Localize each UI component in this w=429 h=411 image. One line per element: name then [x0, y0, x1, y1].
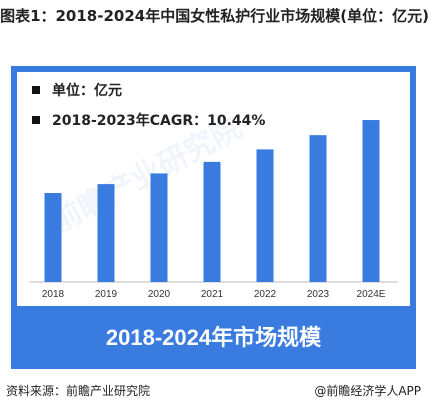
- legend-cagr-label: 2018-2023年CAGR：10.44%: [52, 113, 266, 129]
- bullet-square-icon: [32, 116, 40, 124]
- chart-title: 图表1：2018-2024年中国女性私护行业市场规模(单位：亿元): [0, 7, 429, 25]
- legend-unit-label: 单位：亿元: [52, 83, 122, 99]
- bar-2023: [309, 135, 327, 282]
- x-tick-label: 2024E: [357, 289, 386, 300]
- source-note: 资料来源：前瞻产业研究院: [6, 384, 151, 398]
- bar-chart: 2018 2019 2020 2021 2022 2023 2024E: [29, 120, 398, 300]
- chart-banner: 2018-2024年市场规模: [105, 325, 322, 350]
- bullet-square-icon: [32, 86, 40, 94]
- app-credit: @前瞻经济学人APP: [314, 384, 421, 398]
- bar-2018: [44, 193, 62, 282]
- x-tick-label: 2021: [201, 289, 224, 300]
- x-tick-label: 2019: [95, 289, 118, 300]
- bar-2019: [97, 184, 115, 282]
- bar-2022: [256, 149, 274, 282]
- legend-cagr: 2018-2023年CAGR：10.44%: [32, 110, 265, 130]
- bar-2020: [150, 173, 168, 282]
- bar-2021: [203, 161, 221, 282]
- bar-2024E: [362, 120, 380, 282]
- legend-unit: 单位：亿元: [32, 80, 122, 100]
- x-tick-label: 2023: [307, 289, 330, 300]
- x-tick-label: 2020: [148, 289, 171, 300]
- x-tick-label: 2022: [254, 289, 277, 300]
- x-tick-label: 2018: [42, 289, 65, 300]
